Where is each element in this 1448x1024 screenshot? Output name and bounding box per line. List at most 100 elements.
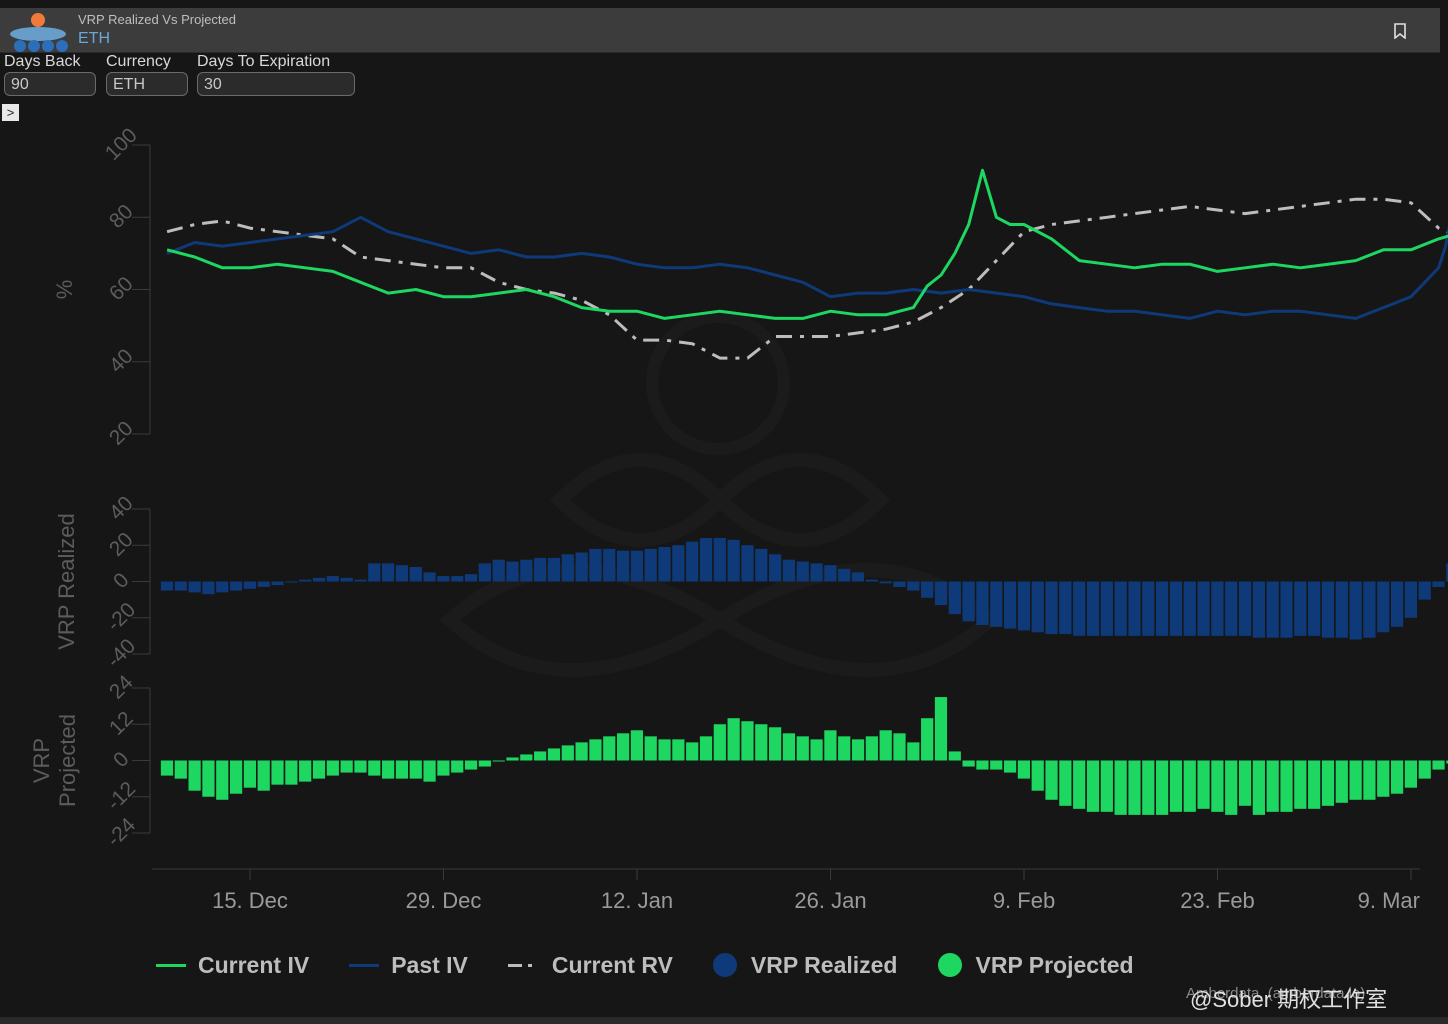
vrp-bar xyxy=(382,563,395,582)
vrp-bar xyxy=(603,736,616,761)
vrp-bar xyxy=(1280,581,1293,638)
chevron-right-icon[interactable]: > xyxy=(2,104,19,121)
vrp-bar xyxy=(534,751,547,761)
vrp-bar xyxy=(395,565,409,582)
vrp-bar xyxy=(243,760,256,788)
x-tick-label: 29. Dec xyxy=(406,888,482,913)
vrp-bar xyxy=(464,760,478,770)
vrp-bar xyxy=(603,548,616,582)
vrp-bar xyxy=(1363,581,1376,638)
vrp-bar xyxy=(921,718,934,761)
currency-label: Currency xyxy=(106,53,171,70)
vrp-bar xyxy=(1266,581,1279,638)
vrp-bar xyxy=(907,742,920,761)
vrp-bar xyxy=(934,697,948,761)
legend-past-iv[interactable]: Past IV xyxy=(349,952,468,979)
vrp-bar xyxy=(727,539,740,582)
x-tick-label: 9. Feb xyxy=(993,888,1055,913)
vrp-bar xyxy=(382,760,395,779)
y-tick-label: 20 xyxy=(105,528,138,561)
vrp-bar xyxy=(547,748,561,761)
vrp-bar xyxy=(506,561,519,582)
chart-credit[interactable]: Amberdata, (amberdata.io) xyxy=(1186,985,1366,1002)
vrp-bar xyxy=(1059,581,1072,635)
y-tick-label: 12 xyxy=(105,707,138,740)
chart-legend: Current IV Past IV Current RV VRP Realiz… xyxy=(156,950,1174,980)
vrp-bar xyxy=(561,554,574,582)
y-axis-label: Projected xyxy=(55,714,80,807)
vrp-bar xyxy=(216,760,229,800)
legend-label: VRP Realized xyxy=(750,951,898,978)
vrp-bar xyxy=(1446,563,1448,582)
vrp-bar xyxy=(437,760,450,776)
vrp-bar xyxy=(1045,760,1058,800)
vrp-bar xyxy=(257,760,270,791)
vrp-bar xyxy=(851,572,865,582)
vrp-bar xyxy=(1156,760,1169,815)
vrp-bar xyxy=(741,545,754,582)
legend-label: Current RV xyxy=(551,951,673,978)
vrp-bar xyxy=(506,757,519,761)
vrp-bar xyxy=(851,739,865,761)
y-tick-label: 100 xyxy=(101,124,142,165)
current-rv-swatch xyxy=(507,963,540,967)
vrp-bar xyxy=(1238,760,1252,806)
vrp-bar xyxy=(658,547,671,582)
vrp-realized-swatch xyxy=(712,953,737,977)
vrp-bar xyxy=(534,557,547,582)
days-back-input[interactable]: 90 xyxy=(4,72,96,96)
vrp-bar xyxy=(990,760,1003,770)
vrp-bar xyxy=(699,736,713,761)
app-subtitle: ETH xyxy=(78,30,110,47)
vrp-bar xyxy=(1100,760,1113,812)
legend-vrp-projected[interactable]: VRP Projected xyxy=(937,952,1134,979)
vrp-bar xyxy=(1073,760,1086,809)
vrp-bar xyxy=(520,559,533,582)
vrp-bar xyxy=(1266,760,1279,812)
vrp-bar xyxy=(824,565,837,582)
vrp-bar xyxy=(879,730,892,761)
days-to-expiration-label: Days To Expiration xyxy=(197,53,331,70)
y-tick-label: 80 xyxy=(105,200,138,233)
vrp-bar xyxy=(1114,760,1127,815)
legend-label: Current IV xyxy=(198,951,310,978)
days-to-expiration-input[interactable]: 30 xyxy=(197,72,355,96)
vrp-bar xyxy=(838,568,851,582)
y-axis-label: VRP Realized xyxy=(54,513,79,650)
vrp-bar xyxy=(810,739,823,761)
vrp-bar xyxy=(616,550,630,582)
legend-vrp-realized[interactable]: VRP Realized xyxy=(712,951,898,979)
currency-input[interactable]: ETH xyxy=(106,72,188,96)
vrp-bar xyxy=(1142,760,1155,815)
vrp-bar xyxy=(893,581,906,587)
vrp-bar xyxy=(1031,581,1044,633)
vrp-bar xyxy=(1197,581,1210,636)
vrp-bar xyxy=(1225,581,1238,636)
vrp-bar xyxy=(174,760,187,779)
x-tick-label: 12. Jan xyxy=(601,888,673,913)
vrp-bar xyxy=(202,581,215,595)
vrp-bar xyxy=(1156,581,1169,636)
vrp-bar xyxy=(1377,581,1390,633)
vrp-bar xyxy=(962,581,975,622)
vrp-bar xyxy=(1225,760,1238,815)
y-tick-label: 40 xyxy=(105,492,138,525)
vrp-bar xyxy=(1321,581,1335,638)
vrp-bar xyxy=(1349,581,1362,640)
vrp-bar xyxy=(810,563,823,582)
vrp-bar xyxy=(1059,760,1072,806)
legend-current-iv[interactable]: Current IV xyxy=(156,952,309,979)
vrp-bar xyxy=(686,742,699,761)
vrp-bar xyxy=(575,552,588,582)
vrp-bar xyxy=(1446,760,1448,764)
legend-current-rv[interactable]: Current RV xyxy=(507,951,673,979)
y-tick-label: 24 xyxy=(105,671,138,704)
amberdata-watermark xyxy=(439,311,1001,677)
vrp-bar xyxy=(561,745,574,761)
vrp-bar xyxy=(1404,581,1417,618)
vrp-bar xyxy=(160,581,174,591)
bookmark-icon[interactable] xyxy=(1394,23,1406,39)
vrp-bar xyxy=(1308,760,1321,809)
y-tick-label: 0 xyxy=(109,569,134,594)
